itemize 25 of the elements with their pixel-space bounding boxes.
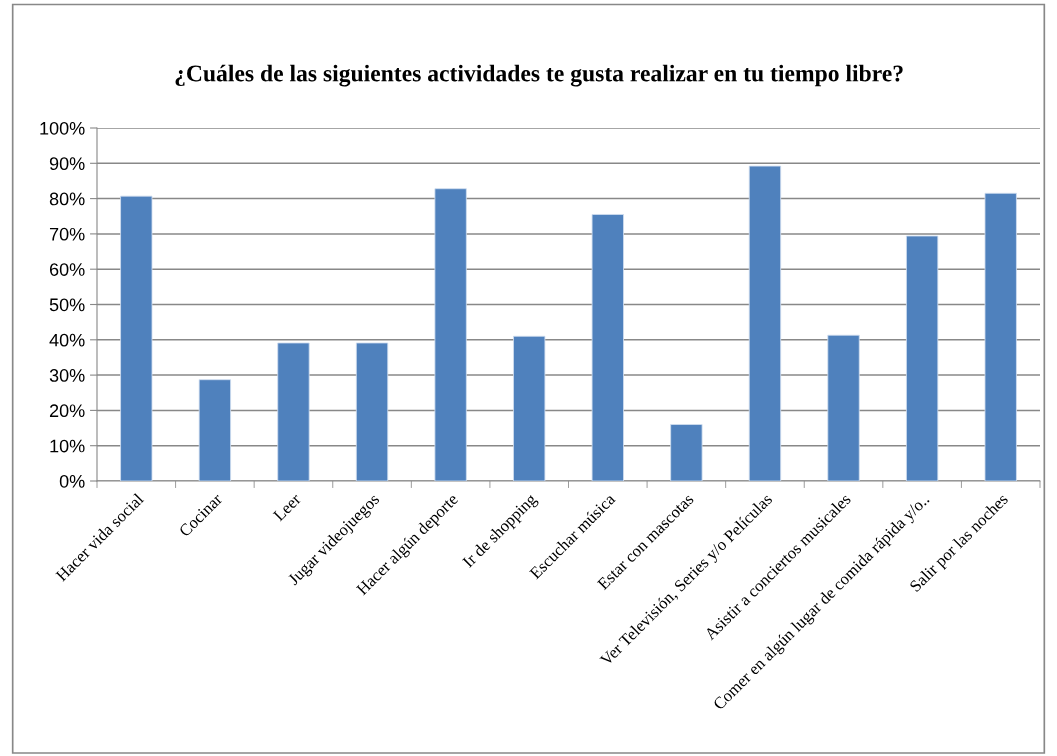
bar <box>748 165 782 481</box>
bar <box>434 188 467 481</box>
y-tick-label: 40% <box>49 333 85 347</box>
bar <box>277 342 310 481</box>
bar <box>513 335 546 481</box>
y-tick-label: 50% <box>49 298 85 312</box>
bar <box>120 195 153 481</box>
bar <box>591 214 624 481</box>
bar <box>905 235 939 481</box>
y-tick-label: 0% <box>59 474 85 488</box>
chart-title: ¿Cuáles de las siguientes actividades te gusta realizar en tu tiempo libre? <box>175 64 903 87</box>
y-tick-label: 30% <box>49 369 85 382</box>
y-tick-label: 100% <box>40 121 85 135</box>
y-tick-label: 20% <box>49 404 85 418</box>
y-tick-label: 10% <box>50 439 85 453</box>
bar <box>198 379 232 481</box>
bar <box>355 342 389 481</box>
y-tick-label: 80% <box>49 192 85 206</box>
bar <box>827 334 860 481</box>
y-tick-label: 90% <box>49 157 85 171</box>
bar <box>670 424 703 481</box>
x-tick-label: Leer <box>272 492 302 522</box>
y-tick-label: 70% <box>49 227 85 241</box>
y-tick-label: 60% <box>49 263 85 276</box>
bar <box>984 192 1017 481</box>
